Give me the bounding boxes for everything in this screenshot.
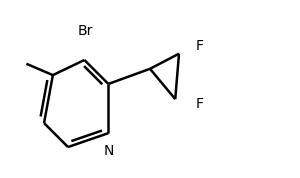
Text: Br: Br bbox=[78, 24, 93, 38]
Text: N: N bbox=[103, 144, 114, 158]
Text: F: F bbox=[195, 39, 203, 53]
Text: F: F bbox=[195, 97, 203, 111]
